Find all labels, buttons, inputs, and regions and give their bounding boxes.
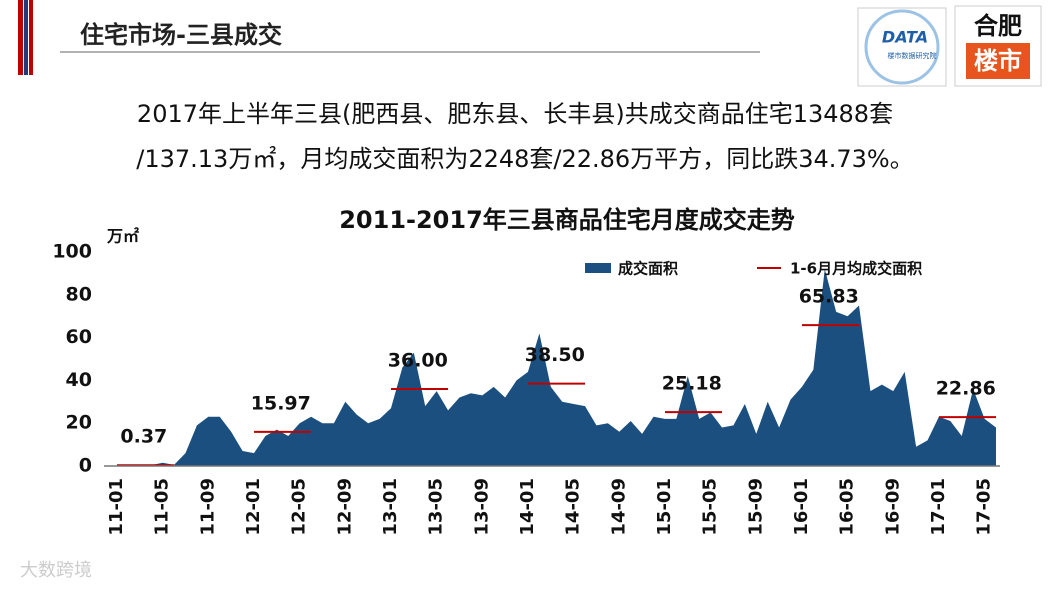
y-tick-label: 60 [66, 326, 92, 348]
y-tick-label: 0 [79, 455, 92, 477]
x-tick-label: 16-01 [791, 478, 812, 536]
logo-ring [864, 9, 940, 85]
y-tick-label: 20 [66, 412, 92, 434]
stripe [18, 0, 23, 75]
logo-subtext: 楼市数据研究院 [888, 51, 937, 60]
x-tick-label: 13-05 [426, 478, 447, 536]
x-tick-label: 12-05 [289, 478, 310, 536]
x-tick-label: 15-05 [700, 478, 721, 536]
header-title: 住宅市场-三县成交 [80, 21, 282, 49]
y-tick-label: 40 [66, 369, 92, 391]
legend-label: 1-6月月均成交面积 [790, 260, 922, 278]
x-tick-label: 15-09 [745, 478, 766, 536]
data-label: 15.97 [251, 392, 311, 414]
brand-text: 楼市 [974, 47, 1022, 75]
summary-line: 2017年上半年三县(肥西县、肥东县、长丰县)共成交商品住宅13488套 [137, 100, 893, 128]
x-tick-label: 15-01 [654, 478, 675, 536]
x-tick-label: 16-09 [882, 478, 903, 536]
x-tick-label: 11-01 [106, 478, 127, 536]
summary-line: /137.13万㎡，月均成交面积为2248套/22.86万平方，同比跌34.73… [136, 145, 913, 173]
x-tick-label: 12-09 [334, 478, 355, 536]
x-tick-label: 14-05 [563, 478, 584, 536]
logo-text: DATA [882, 28, 928, 47]
legend-label: 成交面积 [618, 260, 678, 278]
data-label: 65.83 [799, 286, 859, 308]
x-tick-label: 16-05 [837, 478, 858, 536]
brand-badge [966, 43, 1030, 79]
data-label: 22.86 [936, 378, 996, 400]
stripe [29, 0, 33, 75]
data-label: 0.37 [120, 426, 167, 448]
x-tick-label: 12-01 [243, 478, 264, 536]
data-label: 36.00 [388, 349, 448, 371]
x-tick-label: 17-05 [974, 478, 995, 536]
y-axis-label: 万㎡ [106, 227, 139, 246]
x-tick-label: 11-09 [197, 478, 218, 536]
x-tick-label: 13-09 [471, 478, 492, 536]
y-tick-label: 80 [66, 283, 92, 305]
x-tick-label: 17-01 [928, 478, 949, 536]
legend-swatch [585, 263, 611, 273]
x-tick-label: 14-09 [608, 478, 629, 536]
area [117, 269, 996, 466]
x-tick-label: 14-01 [517, 478, 538, 536]
chart-title: 2011-2017年三县商品住宅月度成交走势 [339, 206, 795, 234]
watermark: 大数跨境 [20, 560, 92, 581]
x-tick-label: 11-05 [152, 478, 173, 536]
data-label: 38.50 [525, 344, 585, 366]
line [117, 324, 996, 467]
x-tick-label: 13-01 [380, 478, 401, 536]
brand-text: 合肥 [974, 12, 1022, 40]
y-tick-label: 100 [52, 241, 92, 263]
logo-box [857, 7, 947, 87]
data-label: 25.18 [662, 373, 722, 395]
stripe [24, 0, 28, 75]
